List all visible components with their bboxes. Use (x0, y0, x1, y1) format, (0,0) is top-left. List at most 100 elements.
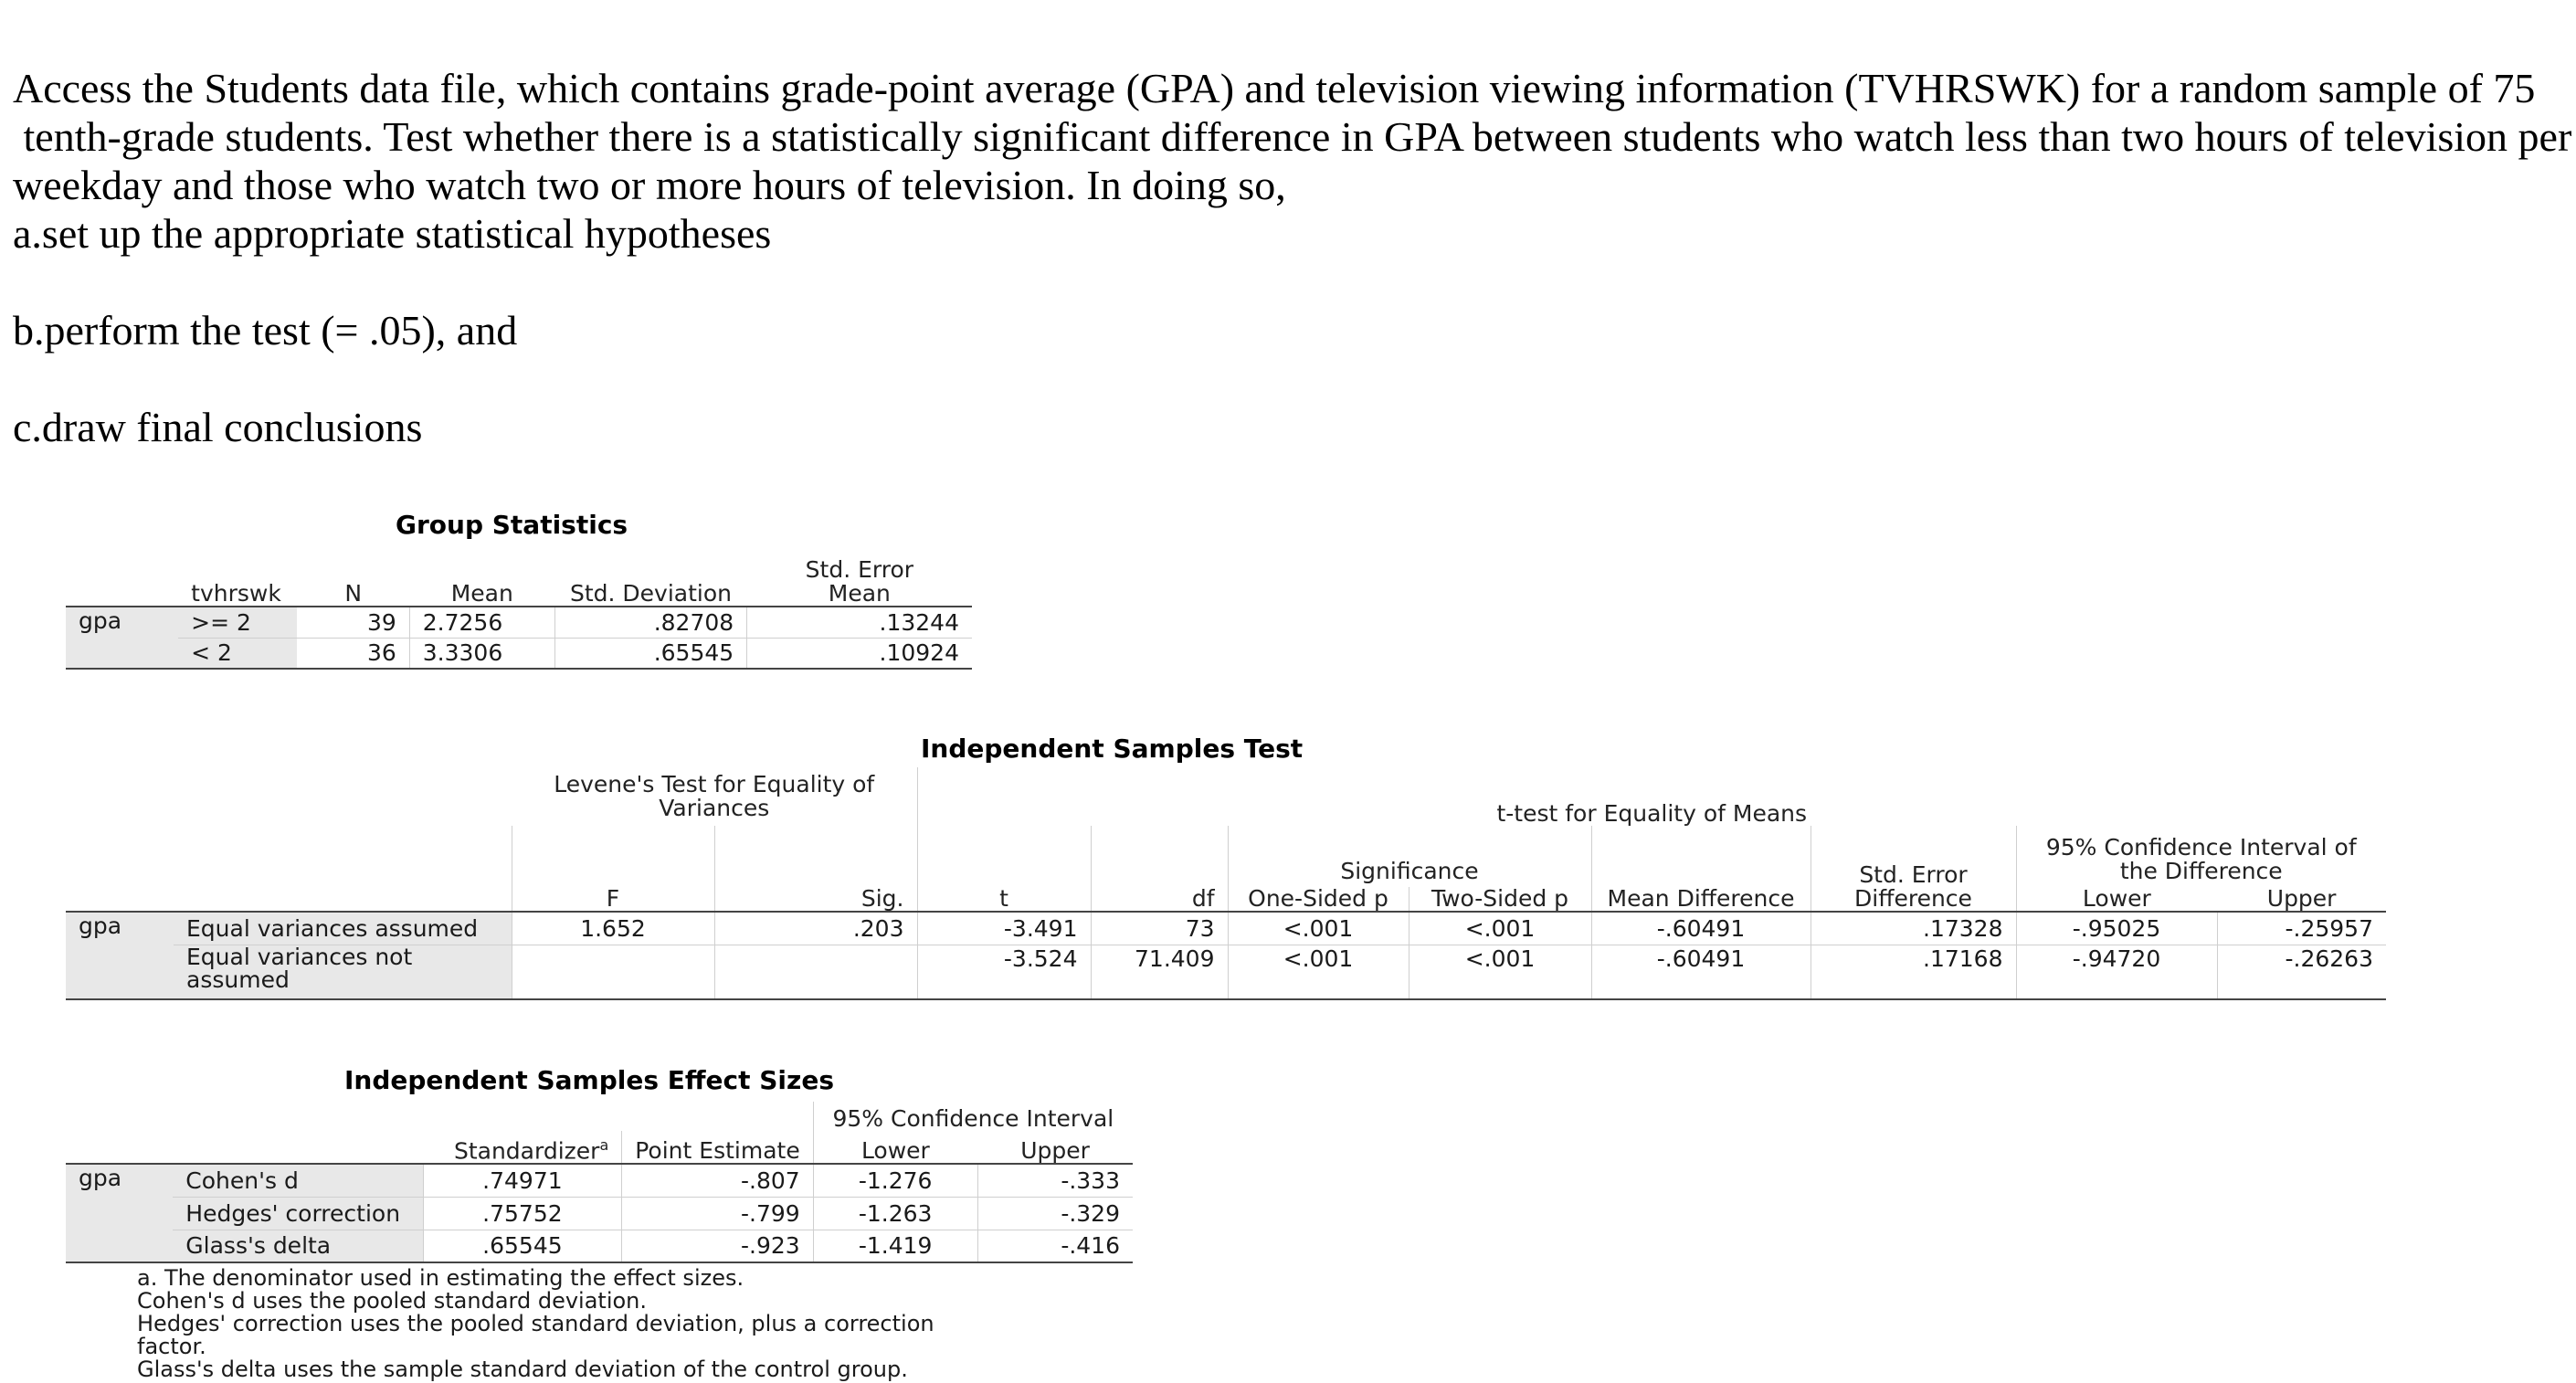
ind-samples-test-table: Levene's Test for Equality of Variances … (66, 767, 2386, 1000)
question-line-2: tenth-grade students. Test whether there… (13, 113, 2572, 160)
cell-two-sided-p: <.001 (1408, 945, 1591, 999)
cell-std-error-difference: .17168 (1810, 945, 2016, 999)
cell-df: 73 (1090, 912, 1228, 945)
header-standardizer: Standardizer (453, 1137, 600, 1164)
header-lower: Lower (812, 1131, 978, 1164)
ttest-header: t-test for Equality of Means (916, 767, 2386, 826)
header-one-sided-p: One-Sided p (1248, 885, 1388, 912)
cell-ci-upper: -.26263 (2216, 945, 2386, 999)
footnote-line: Glass's delta uses the sample standard d… (137, 1357, 908, 1382)
cell-one-sided-p: <.001 (1227, 945, 1409, 999)
question-line-3: weekday and those who watch two or more … (13, 162, 1286, 208)
row-label: Glass's delta (173, 1230, 424, 1262)
table-row: Glass's delta .65545 -.923 -1.419 -.416 (66, 1230, 1133, 1262)
table-row: Equal variances not assumed -3.524 71.40… (66, 945, 2386, 999)
cell-point-estimate: -.923 (621, 1230, 814, 1262)
cell-df: 71.409 (1090, 945, 1228, 999)
header-two-sided-p: Two-Sided p (1408, 887, 1591, 911)
cell-point-estimate: -.799 (621, 1197, 814, 1230)
footnote-line: a. The denominator used in estimating th… (137, 1265, 744, 1291)
question-part-a: a.set up the appropriate statistical hyp… (13, 210, 772, 257)
cell-mean-difference: -.60491 (1590, 945, 1811, 999)
cell-ci-lower: -1.276 (812, 1164, 978, 1198)
table-row: gpa Cohen's d .74971 -.807 -1.276 -.333 (66, 1164, 1133, 1262)
cell-ci-lower: -.94720 (2015, 945, 2217, 999)
header-std-deviation: Std. Deviation (569, 580, 732, 607)
row-label: Equal variances assumed (174, 912, 512, 945)
table-row: gpa >= 2 39 2.7256 .82708 .13244 (66, 607, 972, 669)
cell-one-sided-p: <.001 (1227, 912, 1409, 945)
effect-sizes-table: 95% Confidence Interval Standardizera Po… (66, 1102, 1133, 1263)
cell-mean-difference: -.60491 (1590, 912, 1811, 945)
cell-t: -3.524 (916, 945, 1091, 999)
cell-ci-lower: -1.263 (812, 1197, 978, 1230)
table-row: Hedges' correction .75752 -.799 -1.263 -… (66, 1197, 1133, 1230)
table-row: < 2 36 3.3306 .65545 .10924 (66, 638, 972, 669)
cell-sd: .65545 (554, 638, 747, 669)
cell-point-estimate: -.807 (621, 1164, 814, 1198)
group-label: >= 2 (178, 607, 298, 639)
footnote-line: Hedges' correction uses the pooled stand… (137, 1311, 934, 1336)
cell-ci-lower: -.95025 (2015, 912, 2217, 945)
cell-n: 36 (366, 639, 396, 667)
header-t: t (916, 826, 1091, 912)
cell-f: 1.652 (511, 912, 714, 945)
significance-header: Significance (1340, 858, 1479, 884)
table-row: gpa Equal variances assumed 1.652 .203 -… (66, 912, 2386, 999)
cell-standardizer: .75752 (422, 1197, 622, 1230)
question-part-b: b.perform the test (= .05), and (13, 307, 518, 354)
levene-header: Levene's Test for Equality of Variances (554, 771, 875, 821)
cell-ci-upper: -.416 (977, 1230, 1133, 1262)
header-upper: Upper (2266, 885, 2337, 912)
cell-two-sided-p: <.001 (1408, 912, 1591, 945)
question-part-c: c.draw final conclusions (13, 404, 423, 450)
row-var-gpa: gpa (66, 912, 174, 999)
header-mean-difference: Mean Difference (1590, 826, 1811, 912)
cell-ci-lower: -1.419 (812, 1230, 978, 1262)
ci-header: 95% Confidence Interval (812, 1102, 1133, 1131)
cell-standardizer: .74971 (422, 1164, 622, 1198)
cell-ci-upper: -.25957 (2216, 912, 2386, 945)
footnote-line: factor. (137, 1334, 206, 1359)
cell-se: .10924 (746, 638, 972, 669)
group-label: < 2 (178, 638, 298, 669)
cell-sd: .82708 (554, 607, 747, 639)
cell-std-error-difference: .17328 (1810, 912, 2016, 945)
cell-sig (713, 945, 917, 999)
cell-t: -3.491 (916, 912, 1091, 945)
cell-sig: .203 (713, 912, 917, 945)
question-text: Access the Students data file, which con… (13, 64, 2572, 451)
footnote-line: Cohen's d uses the pooled standard devia… (137, 1288, 648, 1314)
header-sig: Sig. (713, 826, 917, 912)
row-label: Hedges' correction (173, 1197, 424, 1230)
cell-mean: 3.3306 (408, 638, 555, 669)
header-std-error-mean: Std. Error Mean (805, 556, 914, 607)
row-var-gpa: gpa (66, 1164, 174, 1262)
cell-standardizer: .65545 (422, 1230, 622, 1262)
header-point-estimate: Point Estimate (621, 1131, 814, 1164)
header-lower: Lower (2082, 885, 2151, 912)
cell-se: .13244 (746, 607, 972, 639)
header-mean: Mean (450, 580, 513, 607)
row-label: Equal variances not assumed (174, 945, 512, 999)
cell-mean: 2.7256 (408, 607, 555, 639)
ind-test-title: Independent Samples Test (921, 734, 1304, 764)
cell-ci-upper: -.333 (977, 1164, 1133, 1198)
header-upper: Upper (1020, 1137, 1090, 1164)
cell-n: 39 (297, 607, 410, 639)
effect-sizes-title: Independent Samples Effect Sizes (344, 1065, 834, 1095)
row-label: Cohen's d (173, 1164, 424, 1198)
header-df: df (1090, 826, 1228, 912)
header-n: N (344, 580, 363, 607)
cell-f (511, 945, 714, 999)
row-var-gpa: gpa (66, 607, 179, 669)
effect-sizes-footnotes-detail: Cohen's d uses the pooled standard devia… (137, 1290, 1014, 1381)
effect-sizes-footnotes: a. The denominator used in estimating th… (137, 1267, 744, 1290)
header-tvhrswk: tvhrswk (191, 580, 281, 607)
ci-header: 95% Confidence Interval of the Differenc… (2045, 834, 2357, 884)
cell-ci-upper: -.329 (977, 1197, 1133, 1230)
question-line-1: Access the Students data file, which con… (13, 65, 2536, 111)
group-stats-table: tvhrswk N Mean Std. Deviation Std. Error… (66, 548, 972, 670)
header-std-error-difference: Std. Error Difference (1810, 826, 2016, 912)
group-stats-title: Group Statistics (396, 510, 628, 540)
